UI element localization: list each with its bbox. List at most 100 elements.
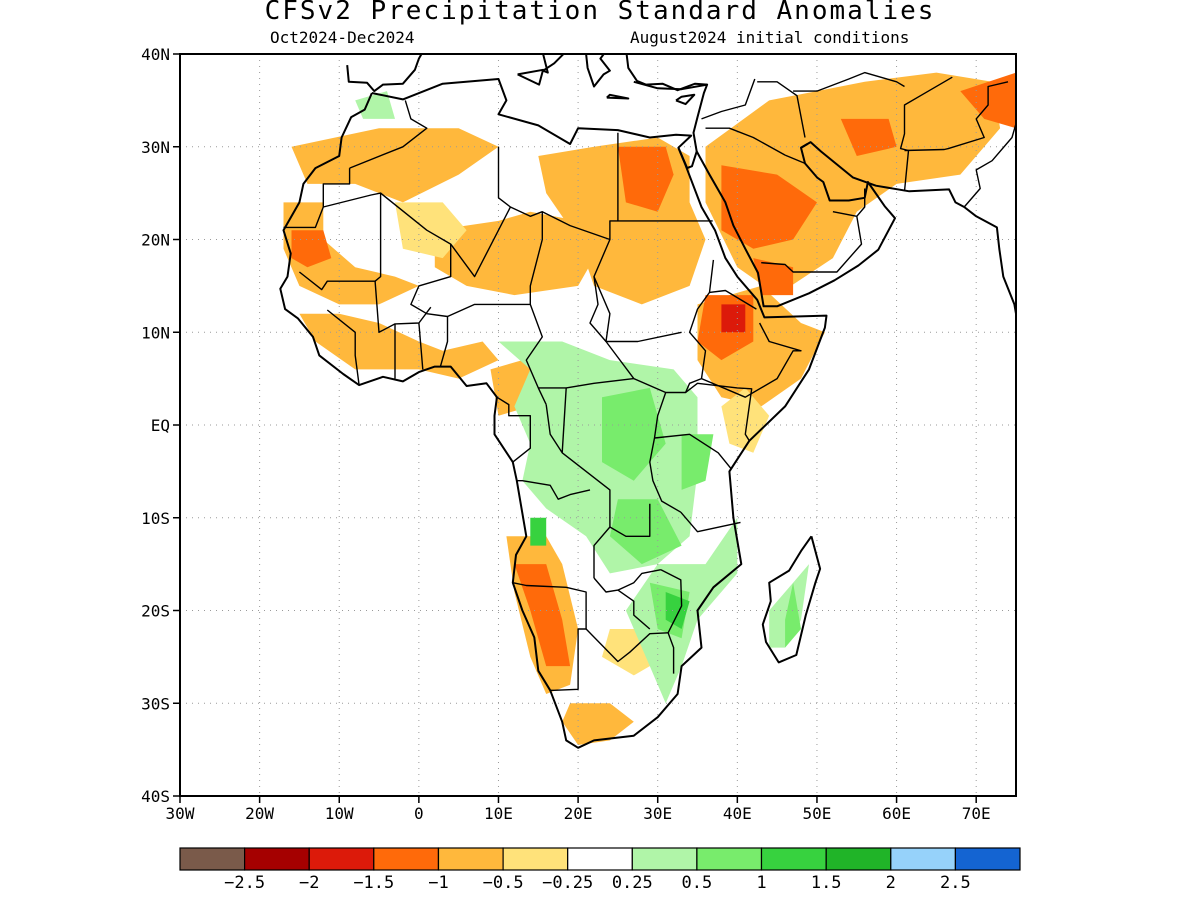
plot-title: CFSv2 Precipitation Standard Anomalies [264,0,936,26]
country-border-24 [609,503,651,537]
colorbar-swatch-11 [890,847,956,871]
coastline-turkey [625,54,708,92]
initial-conditions: August2024 initial conditions [630,28,910,47]
colorbar-label: 0.5 [682,873,713,893]
country-border-26 [512,582,587,691]
country-border-7 [525,211,547,405]
lat-tick-label: 20N [141,231,170,250]
colorbar-swatch-4 [437,847,504,871]
lon-tick-label: 0 [414,804,424,823]
country-border-17 [545,387,567,454]
lat-tick-label: 30N [141,138,170,157]
anomaly-region-10 [395,202,467,259]
colorbar-swatch-5 [502,847,569,871]
country-border-1 [298,192,382,291]
lon-tick-label: 50E [802,804,831,823]
lon-tick-label: 20E [564,804,593,823]
colorbar-swatch-3 [373,847,439,871]
anomaly-region-31 [665,592,690,629]
colorbar-label: 2.5 [940,873,971,893]
country-border-16 [538,377,634,389]
coastline-iberia [346,54,423,93]
country-border-36 [757,81,806,138]
anomaly-region-1 [283,202,419,305]
coastline-greece [585,54,611,88]
anomaly-region-14 [617,146,674,212]
lat-tick-label: 40S [141,787,170,806]
country-border-18 [496,396,531,463]
anomaly-region-21 [721,304,746,333]
country-border-8 [410,244,452,367]
colorbar-label: −1 [428,873,448,893]
colorbar-swatch-8 [696,847,763,871]
coastline-levant [633,80,709,152]
anomaly-region-26 [602,387,666,481]
colorbar-swatch-1 [244,847,310,871]
country-border-32 [709,289,757,310]
lon-tick-label: 40E [723,804,752,823]
lat-tick-label: 40N [141,45,170,64]
lon-tick-label: 10W [325,804,354,823]
anomaly-region-13 [291,230,332,268]
colorbar-swatch-9 [760,847,827,871]
country-border-21 [654,433,732,470]
lat-tick-label: 30S [141,694,170,713]
coastline-africa [279,78,828,749]
colorbar-swatch-7 [631,847,698,871]
anomaly-region-30 [785,582,801,648]
country-border-11 [326,309,360,386]
anomaly-region-16 [753,258,794,296]
coastline-layer [279,54,1065,749]
country-border-38 [856,188,866,217]
colorbar-label: 1 [756,873,766,893]
anomaly-region-28 [609,499,682,565]
anomaly-region-32 [530,517,547,546]
country-border-42 [793,71,905,92]
lon-tick-label: 30E [643,804,672,823]
lon-tick-label: 30W [166,804,195,823]
country-border-6 [589,239,611,342]
colorbar-label: −2.5 [224,873,265,893]
colorbar-swatch-2 [308,847,375,871]
country-border-34 [705,127,786,156]
lon-tick-label: 70E [962,804,991,823]
country-border-23 [516,480,591,500]
coastline-sinai [677,147,698,170]
country-border-25 [593,569,662,593]
colorbar-label: −2 [299,873,319,893]
country-border-28 [617,589,651,630]
colorbar-swatch-6 [567,847,633,871]
anomaly-region-27 [681,434,714,490]
country-border-35 [701,78,756,120]
colorbar-label: −0.5 [483,873,524,893]
lon-tick-label: 60E [882,804,911,823]
colorbar-swatch-0 [179,847,246,871]
country-border-0 [283,168,351,229]
coastline-sri-lanka [1055,334,1065,347]
country-border-31 [701,322,802,398]
country-border-41 [963,123,1016,208]
coastline-madagascar [761,535,822,664]
colorbar-label: −1.5 [353,873,394,893]
country-border-15 [606,331,682,343]
country-border-40 [904,81,1009,152]
colorbar-swatch-10 [825,847,892,871]
country-border-27 [585,628,669,663]
lat-tick-label: 20S [141,602,170,621]
colorbar-swatch-12 [954,847,1021,871]
coastline-italy [541,54,565,74]
anomaly-region-19 [514,564,571,667]
anomaly-region-25 [355,91,395,119]
colorbar-label: 1.5 [811,873,842,893]
country-border-9 [447,303,531,318]
anomaly-region-15 [721,165,817,249]
lon-tick-label: 10E [484,804,513,823]
country-border-33 [784,154,806,165]
anomaly-region-9 [562,703,634,745]
country-border-2 [349,100,428,169]
lat-tick-label: 10N [141,323,170,342]
coastline-persian-gulf-north [800,143,808,149]
coastline-cyprus [675,93,696,106]
